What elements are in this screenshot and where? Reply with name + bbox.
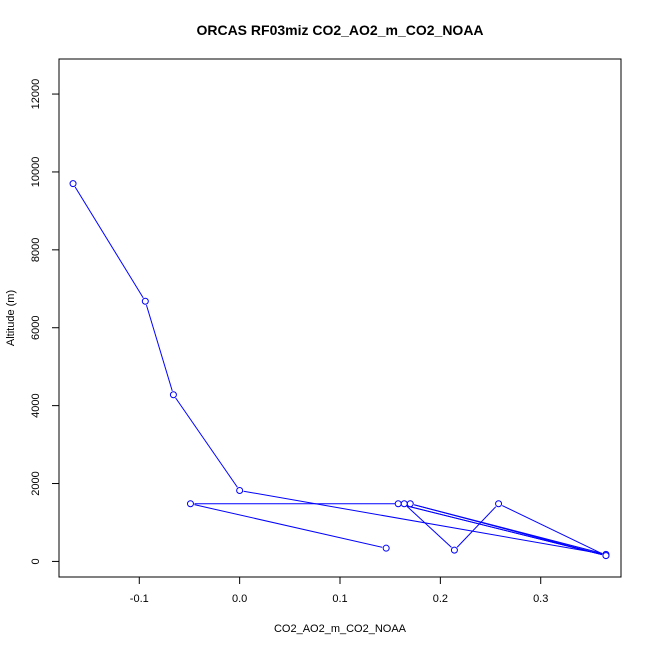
series-line-segment <box>74 186 144 299</box>
data-point <box>69 180 77 188</box>
series-line-segment <box>406 506 452 548</box>
series-group <box>69 180 610 560</box>
plot-frame <box>58 58 622 578</box>
series-line-segment <box>413 504 603 556</box>
y-tick-label: 8000 <box>30 238 42 262</box>
data-point <box>406 500 414 508</box>
data-point <box>236 487 244 495</box>
chart-title: ORCAS RF03miz CO2_AO2_m_CO2_NOAA <box>196 22 483 38</box>
series-line-segment <box>456 506 497 548</box>
y-tick-label: 10000 <box>30 157 42 188</box>
data-point <box>186 500 194 508</box>
y-axis-label: Altitude (m) <box>5 290 17 346</box>
data-point <box>602 552 610 560</box>
x-axis-label: CO2_AO2_m_CO2_NOAA <box>274 623 407 635</box>
data-point <box>169 391 177 399</box>
y-tick-label: 2000 <box>30 471 42 495</box>
series-line-segment <box>243 490 603 555</box>
series-line-segment <box>145 304 173 392</box>
y-axis: 0 2000 4000 6000 8000 10000 12000 <box>30 79 59 564</box>
series-line-segment <box>501 505 603 555</box>
x-tick-label: 0.0 <box>232 593 247 605</box>
x-tick-label: 0.2 <box>433 593 448 605</box>
x-tick-label: 0.3 <box>533 593 548 605</box>
data-point <box>382 544 390 552</box>
data-point <box>495 500 503 508</box>
series-line-segment <box>175 397 238 488</box>
data-point <box>400 500 408 508</box>
data-point <box>450 546 458 554</box>
series-line-segment <box>401 504 603 556</box>
y-tick-label: 4000 <box>30 393 42 417</box>
x-tick-label: 0.1 <box>332 593 347 605</box>
series-line-segment <box>194 504 383 548</box>
y-tick-label: 0 <box>30 558 42 564</box>
x-tick-label: -0.1 <box>130 593 149 605</box>
x-axis: -0.1 0.0 0.1 0.2 0.3 <box>130 577 548 605</box>
y-tick-label: 12000 <box>30 79 42 110</box>
data-point <box>394 500 402 508</box>
data-point <box>141 297 149 305</box>
y-tick-label: 6000 <box>30 315 42 339</box>
